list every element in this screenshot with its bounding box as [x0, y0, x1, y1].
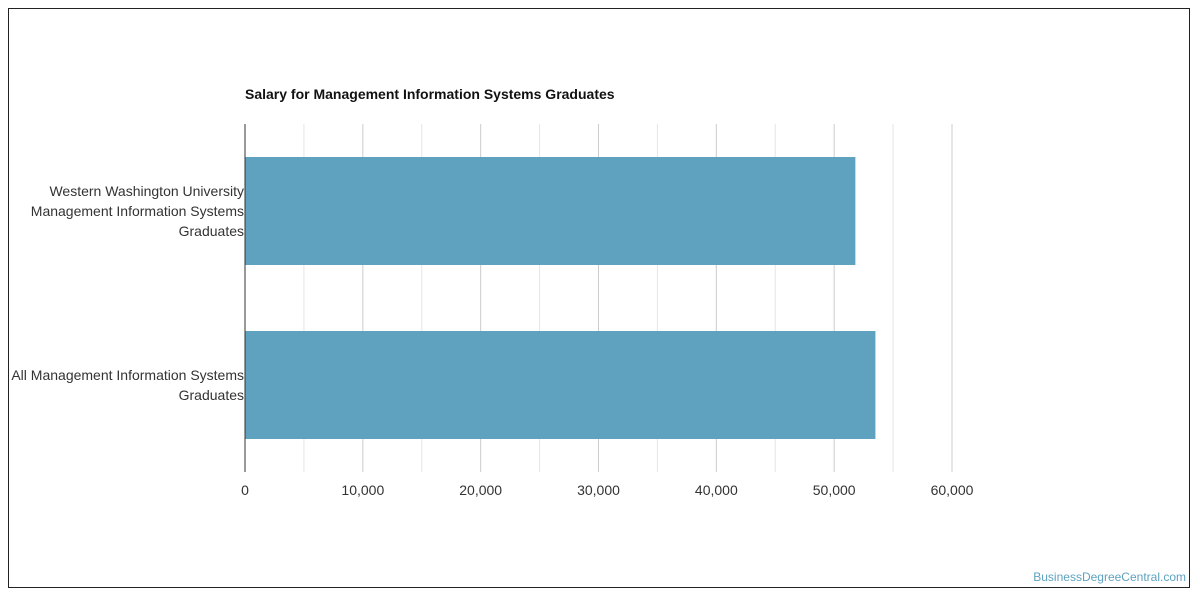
- x-tick-label: 30,000: [577, 482, 620, 498]
- bar-1: [245, 331, 876, 439]
- category-label-western-washington: Western Washington University Management…: [30, 183, 244, 239]
- x-tick-label: 20,000: [459, 482, 503, 498]
- x-tick-label: 10,000: [341, 482, 385, 498]
- chart-title: Salary for Management Information System…: [245, 86, 615, 102]
- category-label-all-mis: All Management Information Systems Gradu…: [11, 367, 244, 403]
- x-tick-label: 50,000: [812, 482, 856, 498]
- x-tick-label: 60,000: [930, 482, 974, 498]
- x-tick-label: 0: [241, 482, 249, 498]
- source-credit: BusinessDegreeCentral.com: [1033, 570, 1186, 584]
- x-tick-label: 40,000: [694, 482, 738, 498]
- bar-0: [245, 157, 856, 265]
